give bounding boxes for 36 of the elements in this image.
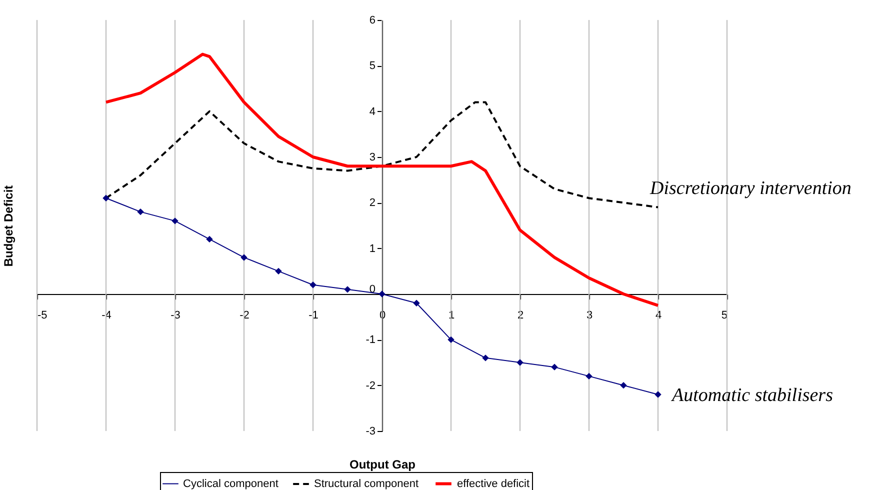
annotation: Automatic stabilisers xyxy=(670,385,833,406)
point xyxy=(586,372,592,380)
point xyxy=(344,286,351,293)
point xyxy=(378,290,386,298)
annotation: Discretionary intervention xyxy=(649,178,852,199)
y-tick-label: -2 xyxy=(366,380,376,392)
y-tick-label: -3 xyxy=(366,426,376,438)
point xyxy=(275,268,282,275)
y-tick-label: -1 xyxy=(366,334,376,346)
y-tick-label: 0 xyxy=(369,284,376,296)
y-tick-label: 5 xyxy=(369,60,376,72)
point xyxy=(206,236,213,243)
y-tick-label: 3 xyxy=(369,152,376,164)
y-tick-label: 4 xyxy=(369,106,376,118)
point xyxy=(516,359,524,366)
x-axis-title: Output Gap xyxy=(350,458,416,472)
y-axis-title: Budget Deficit xyxy=(2,185,16,267)
point xyxy=(240,254,248,261)
point xyxy=(413,300,420,306)
legend-label: Cyclical component xyxy=(183,478,278,490)
point xyxy=(654,391,662,398)
point xyxy=(102,194,110,202)
point xyxy=(137,208,144,216)
point xyxy=(172,218,178,224)
point xyxy=(551,364,558,370)
y-tick-label: 6 xyxy=(369,14,376,26)
y-tick-label: 1 xyxy=(369,242,376,255)
point xyxy=(482,354,489,362)
legend-label: Structural component xyxy=(314,478,419,490)
point xyxy=(310,282,316,288)
y-tick-label: 2 xyxy=(369,197,376,210)
legend-label: effective deficit xyxy=(457,478,530,490)
x-tick-label: -1 xyxy=(308,310,318,322)
x-tick-label: -5 xyxy=(38,310,48,322)
point xyxy=(620,382,627,389)
point xyxy=(448,336,454,344)
